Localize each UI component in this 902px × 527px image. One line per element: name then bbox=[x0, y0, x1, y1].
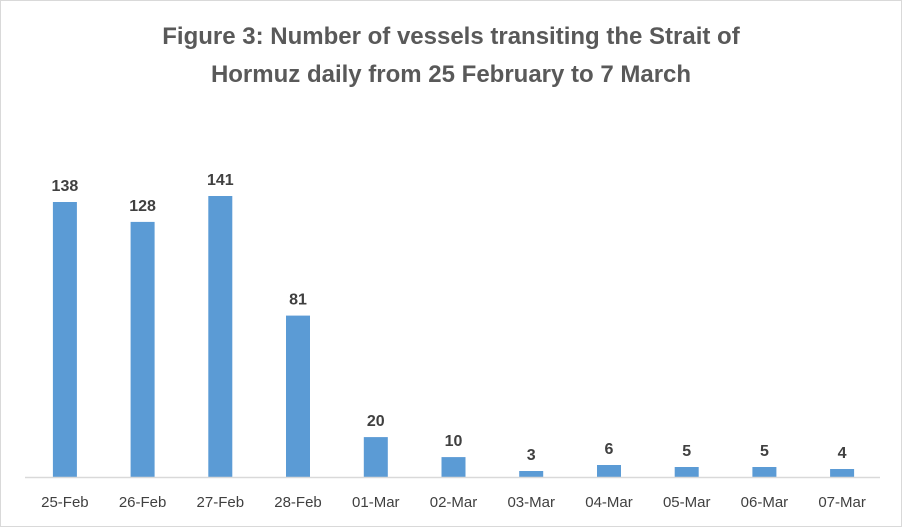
bar-01-Mar bbox=[363, 437, 388, 477]
data-label-28-Feb: 81 bbox=[289, 292, 307, 309]
x-tick-label-26-Feb: 26-Feb bbox=[119, 494, 167, 511]
bar-07-Mar bbox=[830, 469, 855, 477]
x-tick-label-27-Feb: 27-Feb bbox=[197, 494, 245, 511]
bar-28-Feb bbox=[286, 315, 310, 477]
data-label-27-Feb: 141 bbox=[207, 172, 234, 189]
data-label-07-Mar: 4 bbox=[838, 445, 847, 462]
x-tick-label-02-Mar: 02-Mar bbox=[430, 494, 478, 511]
data-label-03-Mar: 3 bbox=[527, 447, 536, 464]
bar-02-Mar bbox=[441, 457, 466, 477]
chart-title-line-2: Hormuz daily from 25 February to 7 March bbox=[210, 61, 692, 88]
x-tick-label-05-Mar: 05-Mar bbox=[663, 494, 711, 511]
data-label-25-Feb: 138 bbox=[52, 178, 79, 195]
bar-27-Feb bbox=[208, 196, 233, 477]
bar-04-Mar bbox=[597, 465, 621, 477]
bar-06-Mar bbox=[752, 467, 777, 477]
x-tick-label-28-Feb: 28-Feb bbox=[274, 494, 322, 511]
x-tick-labels-layer: 25-Feb 26-Feb 27-Feb 28-Feb 01-Mar 02-Mar 03-M… bbox=[41, 494, 866, 511]
x-tick-label-07-Mar: 07-Mar bbox=[818, 494, 866, 511]
bar-26-Feb bbox=[130, 221, 155, 477]
bar-05-Mar bbox=[674, 467, 699, 477]
data-label-02-Mar: 10 bbox=[445, 433, 463, 450]
x-tick-label-04-Mar: 04-Mar bbox=[585, 494, 633, 511]
data-label-06-Mar: 5 bbox=[760, 443, 769, 460]
data-label-26-Feb: 128 bbox=[129, 198, 156, 215]
bars-layer bbox=[52, 196, 855, 477]
x-tick-label-01-Mar: 01-Mar bbox=[352, 494, 400, 511]
bar-03-Mar bbox=[519, 471, 544, 477]
x-tick-label-03-Mar: 03-Mar bbox=[507, 494, 555, 511]
x-tick-label-25-Feb: 25-Feb bbox=[41, 494, 89, 511]
bar-25-Feb bbox=[52, 202, 77, 477]
data-label-01-Mar: 20 bbox=[367, 413, 385, 430]
data-label-05-Mar: 5 bbox=[682, 443, 691, 460]
x-tick-label-06-Mar: 06-Mar bbox=[741, 494, 789, 511]
chart-title: Figure 3: Number of vessels transiting t… bbox=[0, 18, 902, 94]
data-label-04-Mar: 6 bbox=[605, 441, 614, 458]
data-labels-layer: 138 128 141 81 20 10 3 6 5 5 4 bbox=[52, 172, 847, 464]
chart-title-line-1: Figure 3: Number of vessels transiting t… bbox=[162, 23, 740, 50]
